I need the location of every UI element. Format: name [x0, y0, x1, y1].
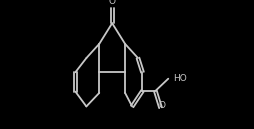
- Text: O: O: [109, 0, 116, 6]
- Text: HO: HO: [173, 74, 186, 83]
- Text: O: O: [158, 101, 165, 110]
